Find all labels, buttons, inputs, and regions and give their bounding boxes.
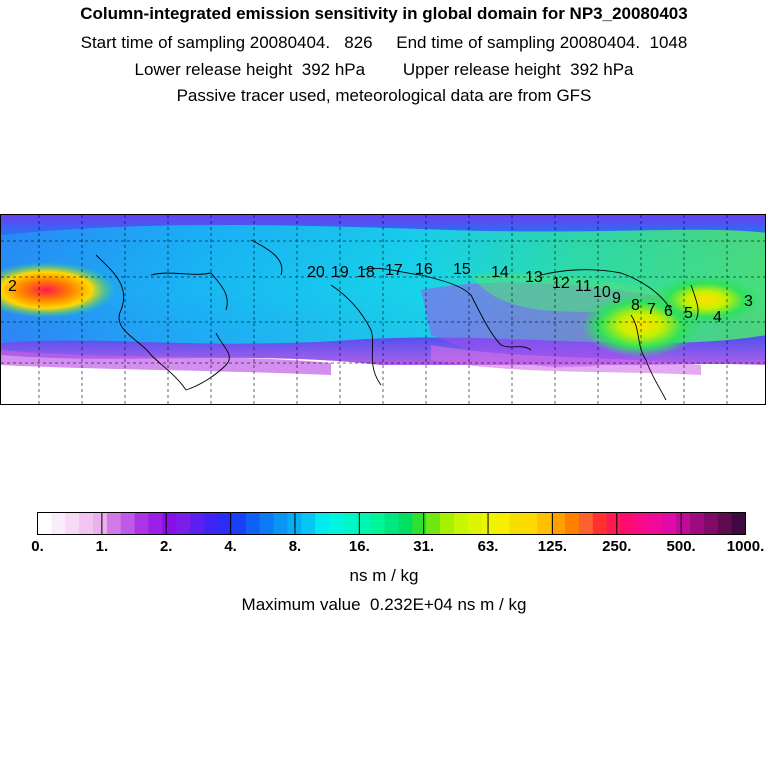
colorbar-cell (162, 512, 177, 535)
trajectory-label: 4 (713, 309, 722, 326)
colorbar (37, 512, 746, 535)
colorbar-cell (356, 512, 372, 535)
colorbar-cell (259, 512, 275, 535)
trajectory-label: 13 (525, 269, 543, 286)
colorbar-cell (79, 512, 94, 535)
colorbar-cell (65, 512, 80, 535)
colorbar-tick-label: 63. (477, 538, 499, 555)
colorbar-cell (148, 512, 164, 535)
plot-title: Column-integrated emission sensitivity i… (80, 4, 688, 23)
colorbar-cell (537, 512, 552, 535)
colorbar-cell (315, 512, 330, 535)
trajectory-label: 17 (385, 262, 403, 279)
colorbar-cell (106, 512, 122, 535)
colorbar-cell (578, 512, 594, 535)
emission-sensitivity-map: 20 19 18 17 16 15 14 13 12 11 10 9 8 7 6 5 4 3 2 (0, 214, 766, 405)
trajectory-label: 19 (331, 264, 349, 281)
colorbar-cell (120, 512, 136, 535)
colorbar-cell (565, 512, 580, 535)
colorbar-cell (440, 512, 455, 535)
colorbar-cell (329, 512, 344, 535)
maximum-value-text: Maximum value 0.232E+04 ns m / kg (241, 595, 527, 614)
trajectory-label: 7 (647, 301, 656, 318)
colorbar-cell (509, 512, 524, 535)
colorbar-cell (412, 512, 427, 535)
colorbar-cell (204, 512, 219, 535)
trajectory-label: 18 (357, 264, 375, 281)
trajectory-label: 6 (664, 303, 673, 320)
colorbar-cell (606, 512, 622, 535)
trajectory-label: 10 (593, 284, 611, 301)
colorbar-cell (467, 512, 483, 535)
colorbar-tick-label: 125. (537, 538, 568, 555)
colorbar-cell (370, 512, 386, 535)
colorbar-cell (384, 512, 400, 535)
trajectory-label: 3 (744, 293, 753, 310)
colorbar-cell (481, 512, 497, 535)
colorbar-cell (217, 512, 233, 535)
colorbar-tick-label: 1000. (726, 538, 765, 555)
colorbar-cell (93, 512, 108, 535)
colorbar-cell (51, 512, 66, 535)
colorbar-tick-label: 0. (31, 538, 44, 555)
trajectory-label: 11 (575, 278, 592, 295)
trajectory-label: 15 (453, 261, 471, 278)
colorbar-cell (342, 512, 358, 535)
colorbar-cell (689, 512, 705, 535)
colorbar-cell (398, 512, 413, 535)
colorbar-tick-label: 16. (348, 538, 370, 555)
release-height-line: Lower release height 392 hPa Upper relea… (134, 60, 634, 79)
colorbar-tick-label: 250. (602, 538, 632, 555)
trajectory-label: 16 (415, 261, 433, 278)
colorbar-cell (231, 512, 247, 535)
trajectory-label: 20 (307, 264, 325, 281)
colorbar-tick-label: 500. (666, 538, 696, 555)
colorbar-cell (592, 512, 608, 535)
sampling-time-line: Start time of sampling 20080404. 826 End… (80, 33, 688, 52)
colorbar-cell (176, 512, 191, 535)
colorbar-tick-label: 2. (159, 538, 173, 555)
colorbar-cell (245, 512, 261, 535)
colorbar-cell (620, 512, 636, 535)
colorbar-tick-label: 4. (224, 538, 237, 555)
colorbar-cell (426, 512, 441, 535)
colorbar-cell (453, 512, 469, 535)
trajectory-label: 2 (8, 278, 17, 295)
colorbar-cell (648, 512, 663, 535)
colorbar-cell (717, 512, 733, 535)
colorbar-tick-label: 31. (413, 538, 435, 555)
trajectory-label: 9 (612, 290, 621, 307)
colorbar-cell (134, 512, 150, 535)
colorbar-tick-label: 8. (288, 538, 302, 555)
colorbar-cell (731, 512, 746, 535)
colorbar-units: ns m / kg (349, 566, 419, 585)
colorbar-cell (703, 512, 719, 535)
colorbar-cell (37, 512, 52, 535)
colorbar-cell (551, 512, 566, 535)
colorbar-cell (190, 512, 205, 535)
tracer-info-line: Passive tracer used, meteorological data… (176, 86, 592, 105)
colorbar-cell (273, 512, 288, 535)
trajectory-label: 14 (491, 264, 509, 281)
colorbar-cell (662, 512, 677, 535)
trajectory-label: 8 (631, 297, 640, 314)
trajectory-label: 12 (552, 275, 570, 292)
colorbar-tick-label: 1. (95, 538, 109, 555)
trajectory-label: 5 (684, 305, 693, 322)
colorbar-cell (301, 512, 316, 535)
colorbar-cell (676, 512, 691, 535)
colorbar-cell (495, 512, 511, 535)
colorbar-cell (523, 512, 538, 535)
colorbar-cell (634, 512, 649, 535)
